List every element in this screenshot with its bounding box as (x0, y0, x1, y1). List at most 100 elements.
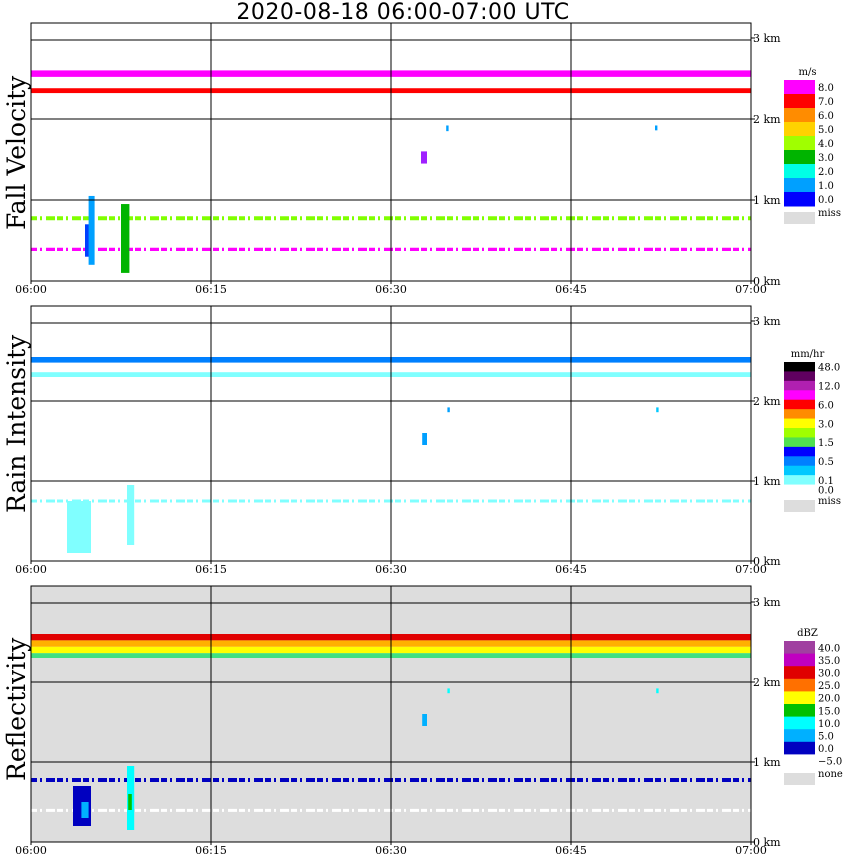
panel-2-legend-swatch-8 (784, 437, 815, 448)
panel-3-legend-label-6: 10.0 (818, 719, 840, 730)
panel-1-xtick-label-3: 06:45 (555, 283, 587, 296)
panel-3-legend-swatch-6 (784, 716, 815, 730)
panel-1-xtick-label-0: 06:00 (15, 283, 47, 296)
panel-3-legend-swatch-9 (784, 754, 815, 768)
panel-3-patch-1 (81, 802, 89, 818)
panel-3-legend-swatch-4 (784, 691, 815, 705)
panel-3-patch-4 (422, 714, 427, 726)
panel-2-legend-miss-label: miss (818, 496, 841, 507)
panel-1-legend-label-2: 6.0 (818, 111, 834, 122)
chart-title: 2020-08-18 06:00-07:00 UTC (236, 0, 570, 25)
panel-3-legend-label-3: 25.0 (818, 681, 840, 692)
panel-2-patch-4 (656, 407, 659, 413)
panel-1-legend-swatch-6 (784, 164, 815, 179)
panel-1-patch-5 (655, 125, 658, 131)
panel-1-legend-label-7: 1.0 (818, 181, 834, 192)
panel-1-legend-swatch-8 (784, 192, 815, 207)
panel-3-xtick-label-2: 06:30 (375, 844, 407, 857)
panel-1-patch-4 (446, 125, 449, 132)
panel-3-legend-label-5: 15.0 (818, 706, 840, 717)
panel-2-legend-swatch-3 (784, 390, 815, 401)
panel-3-ytick-label-1: 1 km (753, 756, 781, 769)
panel-2-legend-swatch-1 (784, 371, 815, 382)
panel-3-xtick-label-1: 06:15 (195, 844, 227, 857)
panel-3-legend-swatch-2 (784, 666, 815, 680)
panel-1-legend-swatch-7 (784, 178, 815, 193)
panel-3-ytick-label-3: 3 km (753, 596, 781, 609)
panel-1-legend-unit: m/s (799, 67, 817, 78)
panel-3-legend-label-1: 35.0 (818, 656, 840, 667)
panel-3-ytick-label-2: 2 km (753, 676, 781, 689)
panel-1-patch-2 (121, 204, 130, 273)
panel-2-patch-1 (127, 485, 135, 545)
panel-2-xtick-label-4: 07:00 (735, 563, 767, 576)
panel-3-legend-swatch-7 (784, 729, 815, 743)
panel-2-legend-swatch-9 (784, 446, 815, 457)
panel-2-ytick-label-2: 2 km (753, 395, 781, 408)
panel-2-legend-label-6: 3.0 (818, 419, 834, 430)
panel-2-legend-unit: mm/hr (791, 349, 825, 360)
panel-1-legend-label-1: 7.0 (818, 97, 834, 108)
panel-2-xtick-label-3: 06:45 (555, 563, 587, 576)
panel-1-xtick-label-1: 06:15 (195, 283, 227, 296)
panel-2-legend-swatch-0 (784, 362, 815, 372)
panel-3-legend-label-0: 40.0 (818, 643, 840, 654)
panel-1-legend-miss-swatch (784, 212, 815, 224)
panel-3-patch-5 (447, 688, 450, 694)
panel-1-legend-swatch-4 (784, 136, 815, 151)
panel-2-legend-swatch-2 (784, 380, 815, 391)
panel-1-xtick-label-2: 06:30 (375, 283, 407, 296)
panel-1-ytick-label-0: 0 km (753, 275, 781, 288)
panel-2-legend-swatch-11 (784, 465, 815, 476)
panel-2-ytick-label-1: 1 km (753, 475, 781, 488)
panel-1-ytick-label-2: 2 km (753, 113, 781, 126)
panel-3-xtick-label-4: 07:00 (735, 844, 767, 857)
panel-2-legend-swatch-10 (784, 456, 815, 467)
panel-1-legend-label-4: 4.0 (818, 139, 834, 150)
panel-2-ytick-label-3: 3 km (753, 315, 781, 328)
panel-3-legend-label-7: 5.0 (818, 732, 834, 743)
panel-3-legend-swatch-0 (784, 641, 815, 655)
panel-1-legend-swatch-1 (784, 94, 815, 109)
panel-1-legend-label-0: 8.0 (818, 83, 834, 94)
panel-1-legend-swatch-3 (784, 122, 815, 137)
panel-1-patch-1 (88, 195, 95, 265)
panel-3-legend-swatch-8 (784, 741, 815, 755)
panel-3-xtick-label-0: 06:00 (15, 844, 47, 857)
panel-2-legend-label-10: 0.5 (818, 457, 834, 468)
panel-1-legend-swatch-0 (784, 80, 815, 95)
panel-2-legend-swatch-13 (784, 484, 815, 495)
panel-2-legend-swatch-6 (784, 418, 815, 429)
panel-3-legend-label-8: 0.0 (818, 744, 834, 755)
panel-3-patch-6 (656, 688, 659, 694)
panel-2-legend-swatch-12 (784, 475, 815, 486)
panel-3-legend-miss-swatch (784, 773, 815, 785)
panel-3-legend-miss-label: none (818, 769, 843, 780)
panel-2-legend-swatch-7 (784, 428, 815, 438)
panel-1-legend-label-3: 5.0 (818, 125, 834, 136)
panel-2-legend-label-0: 48.0 (818, 363, 840, 374)
panel-3-ytick-label-0: 0 km (753, 836, 781, 849)
panel-3-legend-swatch-3 (784, 678, 815, 692)
panel-2-legend-swatch-4 (784, 399, 815, 410)
panel-3-legend-label-4: 20.0 (818, 694, 840, 705)
panel-2-patch-2 (422, 433, 427, 445)
panel-1-legend-label-8: 0.0 (818, 195, 834, 206)
panel-3-xtick-label-3: 06:45 (555, 844, 587, 857)
panel-2-xtick-label-2: 06:30 (375, 563, 407, 576)
panel-2-xtick-label-1: 06:15 (195, 563, 227, 576)
panel-1-ytick-label-1: 1 km (753, 194, 781, 207)
panel-3-legend-swatch-5 (784, 704, 815, 718)
panel-3-legend-label-9: −5.0 (818, 757, 842, 768)
panel-3-legend-swatch-1 (784, 653, 815, 667)
panel-2-legend-label-12: 0.1 (818, 476, 834, 487)
panel-1-xtick-label-4: 07:00 (735, 283, 767, 296)
panel-3-legend-label-2: 30.0 (818, 669, 840, 680)
panel-1-legend-label-5: 3.0 (818, 153, 834, 164)
panel-2-patch-0 (67, 501, 91, 553)
panel-2-legend-label-2: 12.0 (818, 382, 840, 393)
panel-1-patch-3 (421, 151, 427, 164)
panel-1-legend-swatch-5 (784, 150, 815, 165)
panel-2-legend-label-4: 6.0 (818, 400, 834, 411)
